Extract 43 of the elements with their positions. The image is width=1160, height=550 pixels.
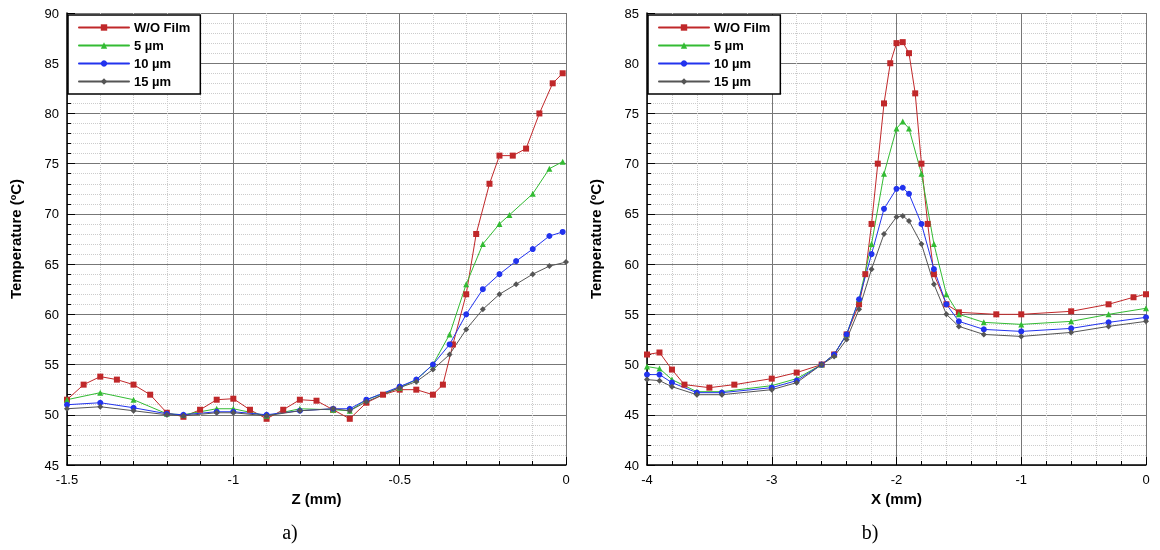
x-tick-label: 0 [562, 472, 570, 487]
y-tick-label: 85 [44, 55, 59, 71]
y-tick-label: 70 [624, 156, 639, 172]
y-tick-label: 60 [44, 306, 59, 322]
x-axis-title: X (mm) [871, 489, 922, 507]
y-tick-label: 75 [44, 156, 59, 172]
x-tick-label: -2 [890, 472, 903, 487]
y-tick-label: 45 [624, 407, 639, 423]
y-tick-label: 45 [44, 457, 59, 473]
text: a) [282, 521, 298, 544]
y-tick-label: 40 [624, 457, 639, 473]
y-tick-label: 55 [44, 357, 59, 373]
y-tick-label: 80 [624, 55, 639, 71]
text: b) [861, 521, 879, 544]
y-tick-label: 75 [624, 105, 639, 121]
y-tick-label: 90 [44, 5, 59, 21]
x-tick-label: -3 [765, 472, 778, 487]
legend-label: 10 µm [714, 56, 752, 71]
legend-label: W/O Film [134, 20, 191, 35]
y-tick-label: 55 [624, 306, 639, 322]
y-tick-label: 65 [44, 256, 59, 272]
y-axis-title: Temperature (ºC) [587, 178, 604, 300]
legend-label: 5 µm [134, 38, 164, 53]
y-tick-label: 60 [624, 256, 639, 272]
legend-label: 5 µm [714, 38, 744, 53]
x-tick-label: -1 [1015, 472, 1028, 487]
x-tick-label: 0 [1142, 472, 1150, 487]
x-tick-label: -0.5 [388, 472, 411, 487]
legend-label: W/O Film [714, 20, 771, 35]
x-tick-label: -1.5 [55, 472, 79, 487]
y-tick-label: 85 [624, 5, 639, 21]
x-axis-title: Z (mm) [291, 489, 342, 507]
legend-label: 15 µm [134, 74, 172, 89]
y-tick-label: 65 [624, 206, 639, 222]
y-axis-title: Temperature (ºC) [7, 178, 24, 300]
legend-label: 10 µm [134, 56, 172, 71]
y-tick-label: 80 [44, 105, 59, 121]
y-tick-label: 50 [624, 357, 639, 373]
y-tick-label: 50 [44, 407, 59, 423]
y-tick-label: 70 [44, 206, 59, 222]
legend-label: 15 µm [714, 74, 752, 89]
x-tick-label: -4 [641, 472, 653, 487]
x-tick-label: -1 [227, 472, 240, 487]
